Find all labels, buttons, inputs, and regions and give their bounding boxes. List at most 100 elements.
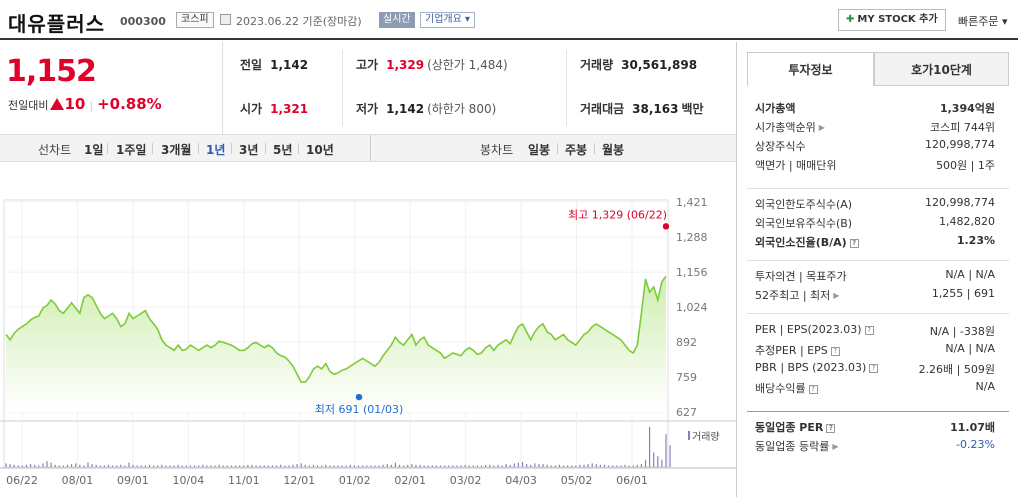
volume-bar bbox=[390, 464, 392, 467]
tab-monthly-candle[interactable]: 월봉 bbox=[602, 143, 625, 157]
volume-bar bbox=[321, 465, 323, 467]
info-label: 외국인소진율(B/A)? bbox=[755, 234, 859, 250]
volume-bar bbox=[603, 464, 606, 467]
volume-bar bbox=[42, 463, 44, 467]
info-value: -0.23% bbox=[956, 438, 995, 451]
volume-bar bbox=[206, 465, 208, 467]
x-tick-label: 03/02 bbox=[450, 474, 482, 487]
info-value: 1,255 | 691 bbox=[931, 287, 995, 300]
tab-weekly-candle[interactable]: 주봉 bbox=[565, 143, 588, 157]
my-stock-label: MY STOCK 추가 bbox=[857, 14, 938, 25]
volume-bar bbox=[189, 465, 192, 467]
info-value: 1.23% bbox=[956, 234, 995, 247]
arrow-right-icon[interactable]: ▶ bbox=[818, 123, 825, 132]
volume-bar bbox=[304, 464, 306, 467]
tab-1y[interactable]: 1년 bbox=[206, 143, 226, 157]
volume-bar bbox=[370, 465, 372, 467]
volume-bar bbox=[333, 465, 335, 467]
help-icon[interactable]: ? bbox=[864, 326, 874, 335]
volume-bar bbox=[657, 456, 659, 467]
volume-legend-swatch bbox=[688, 431, 690, 440]
volume-bar bbox=[452, 465, 454, 467]
divider bbox=[198, 143, 199, 154]
volume-bar bbox=[460, 465, 462, 467]
volume-bar bbox=[169, 465, 171, 467]
volume-bar bbox=[5, 463, 7, 467]
plus-icon: ✚ bbox=[846, 14, 855, 25]
volume-bar bbox=[193, 465, 196, 467]
stock-code: 000300 bbox=[120, 15, 166, 28]
upper-limit: (상한가 1,484) bbox=[427, 58, 508, 72]
x-tick-label: 09/01 bbox=[117, 474, 149, 487]
volume-bar bbox=[251, 464, 253, 467]
tab-3y[interactable]: 3년 bbox=[239, 143, 259, 157]
volume-bar bbox=[386, 464, 388, 467]
tab-invest-info[interactable]: 투자정보 bbox=[747, 52, 874, 86]
volume-bar bbox=[407, 464, 409, 467]
volume-bar bbox=[439, 465, 442, 467]
volume-bar bbox=[476, 465, 479, 467]
tab-3m[interactable]: 3개월 bbox=[161, 143, 192, 157]
my-stock-add-button[interactable]: ✚ MY STOCK 추가 bbox=[838, 9, 946, 31]
volume-bar bbox=[669, 445, 671, 467]
arrow-right-icon[interactable]: ▶ bbox=[833, 291, 840, 300]
stat-value: 30,561,898 bbox=[621, 58, 698, 72]
date-basis: 2023.06.22 기준(장마감) bbox=[236, 15, 362, 28]
x-tick-label: 06/22 bbox=[6, 474, 38, 487]
stat-label: 전일 bbox=[240, 58, 263, 72]
volume-bar bbox=[259, 465, 261, 467]
help-icon[interactable]: ? bbox=[869, 364, 879, 373]
volume-bar bbox=[517, 462, 520, 467]
tab-daily-candle[interactable]: 일봉 bbox=[528, 143, 551, 157]
info-label: 외국인보유주식수(B) bbox=[755, 217, 853, 230]
quick-order-dropdown[interactable]: 빠른주문 ▾ bbox=[958, 15, 1008, 28]
arrow-right-icon[interactable]: ▶ bbox=[832, 442, 839, 451]
plot-frame bbox=[3, 199, 669, 468]
volume-bar bbox=[464, 464, 466, 467]
volume-bar bbox=[493, 465, 495, 467]
volume-bar bbox=[222, 465, 224, 467]
help-icon[interactable]: ? bbox=[830, 347, 840, 356]
info-label: 동일업종 등락률 ▶ bbox=[755, 440, 839, 453]
volume-bar bbox=[300, 463, 302, 467]
volume-bar bbox=[62, 465, 64, 467]
volume-bar bbox=[665, 434, 667, 467]
info-value: 500원 | 1주 bbox=[936, 159, 995, 172]
volume-label: 거래량 bbox=[692, 431, 720, 443]
info-label: 투자의견 | 목표주가 bbox=[755, 270, 847, 283]
realtime-button[interactable]: 실시간 bbox=[379, 12, 415, 28]
divider bbox=[265, 143, 266, 154]
info-value: N/A | N/A bbox=[945, 342, 995, 355]
volume-bar bbox=[624, 464, 626, 467]
volume-bar bbox=[480, 465, 483, 467]
price-chart[interactable]: 06/22 08/01 09/01 10/04 11/01 12/01 01/02 02/01… bbox=[0, 163, 736, 497]
volume-bar bbox=[353, 465, 356, 467]
help-icon[interactable]: ? bbox=[849, 239, 859, 248]
info-value: 2.26배 | 509원 bbox=[918, 363, 995, 376]
current-price: 1,152 bbox=[6, 54, 97, 89]
x-tick-label: 04/03 bbox=[505, 474, 537, 487]
info-row-market-cap: 액면가 | 매매단위 500원 | 1주 bbox=[755, 157, 995, 175]
tab-5y[interactable]: 5년 bbox=[273, 143, 293, 157]
volume-bar bbox=[554, 465, 556, 467]
help-icon[interactable]: ? bbox=[826, 424, 836, 433]
info-value: N/A | -338원 bbox=[929, 325, 995, 338]
price-stats: 전일 1,142 시가 1,321 고가 1,329 (상한가 1,484) 저가 1,1… bbox=[224, 42, 736, 134]
lower-limit: (하한가 800) bbox=[427, 102, 497, 116]
company-overview-dropdown[interactable]: 기업개요 ▾ bbox=[420, 12, 475, 28]
volume-bar bbox=[562, 465, 565, 467]
info-label: 외국인한도주식수(A) bbox=[755, 198, 853, 211]
tab-order-book[interactable]: 호가10단계 bbox=[874, 52, 1009, 86]
investment-info-panel: 투자정보 호가10단계 시가총액 1,394억원 시가총액순위 ▶ 코스피 744위 상장… bbox=[736, 42, 1018, 497]
tab-10y[interactable]: 10년 bbox=[306, 143, 334, 157]
help-icon[interactable]: ? bbox=[808, 385, 818, 394]
info-value: 1,482,820 bbox=[939, 215, 995, 228]
volume-bar bbox=[50, 462, 52, 467]
volume-bar bbox=[214, 465, 216, 467]
info-row-valuation: 추정PER | EPS? N/A | N/A bbox=[755, 342, 995, 360]
tab-1w[interactable]: 1주일 bbox=[116, 143, 147, 157]
tab-1d[interactable]: 1일 bbox=[84, 143, 104, 157]
info-label: 상장주식수 bbox=[755, 140, 806, 153]
volume-bar bbox=[140, 465, 142, 467]
volume-bar bbox=[550, 465, 552, 467]
